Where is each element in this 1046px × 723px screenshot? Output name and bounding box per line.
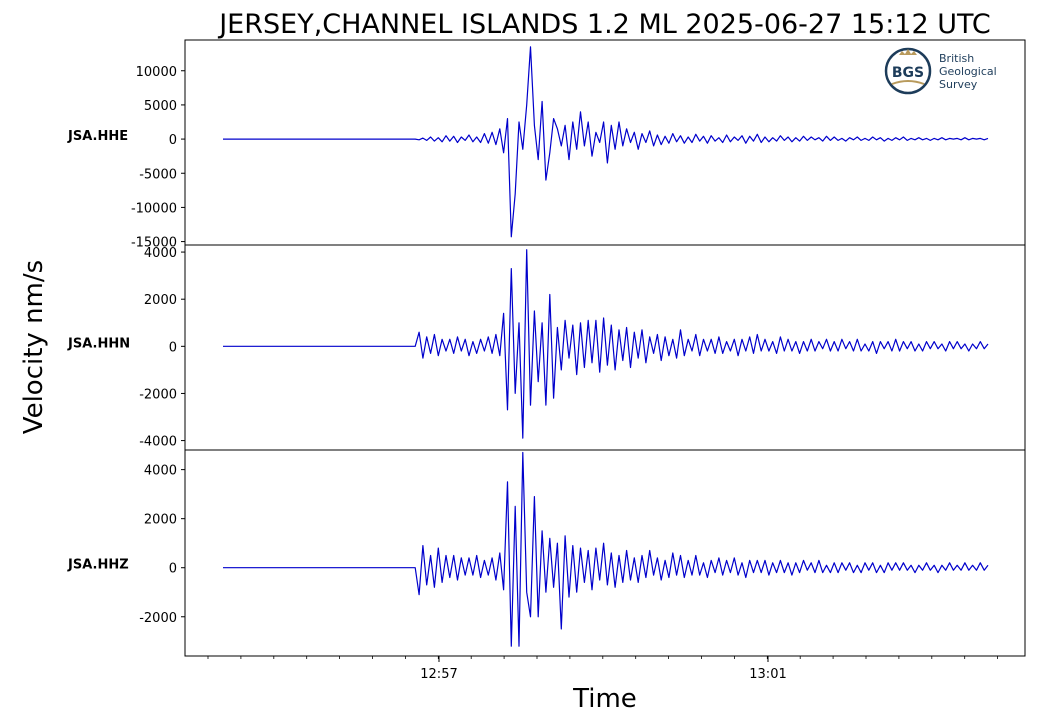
- y-tick-label: -2000: [139, 611, 177, 626]
- y-tick-label: -4000: [139, 435, 177, 450]
- station-label: JSA.HHZ: [67, 558, 129, 573]
- bgs-logo: BGS British Geological Survey: [884, 47, 997, 95]
- logo-text-3: Survey: [939, 78, 978, 91]
- x-axis: 12:57 13:01: [207, 656, 998, 682]
- chart-title: JERSEY,CHANNEL ISLANDS 1.2 ML 2025-06-27…: [217, 9, 991, 40]
- y-tick-label: -15000: [131, 236, 177, 251]
- logo-text-1: British: [939, 52, 974, 65]
- logo-text-2: Geological: [939, 65, 997, 78]
- crown-icon: [899, 49, 917, 55]
- panel-jsa-hhn: 4000 2000 0 -2000 -4000 JSA.HHN: [67, 244, 1026, 451]
- x-axis-label: Time: [572, 684, 637, 714]
- y-tick-label: 0: [169, 562, 177, 577]
- y-tick-label: 2000: [144, 293, 177, 308]
- y-tick-label: 5000: [144, 99, 177, 114]
- station-label: JSA.HHE: [67, 129, 128, 144]
- y-tick-label: -10000: [131, 201, 177, 216]
- y-tick-label: 4000: [144, 464, 177, 479]
- trace-line: [223, 451, 989, 647]
- panel-jsa-hhz: 4000 2000 0 -2000 JSA.HHZ: [67, 449, 1026, 657]
- x-tick-label: 12:57: [420, 667, 457, 682]
- station-label: JSA.HHN: [67, 336, 130, 351]
- y-tick-label: 0: [169, 133, 177, 148]
- y-tick-label: -2000: [139, 387, 177, 402]
- logo-wave: [891, 80, 925, 85]
- panel-jsa-hhe: 10000 5000 0 -5000 -10000 -15000 JSA.HHE: [67, 39, 1026, 251]
- y-tick-label: 2000: [144, 513, 177, 528]
- x-tick-label: 13:01: [749, 667, 786, 682]
- y-tick-label: -5000: [139, 167, 177, 182]
- trace-line: [223, 46, 989, 238]
- trace-line: [223, 249, 989, 439]
- y-tick-label: 10000: [136, 65, 177, 80]
- y-tick-label: 0: [169, 340, 177, 355]
- y-tick-label: 4000: [144, 246, 177, 261]
- logo-mark: BGS: [892, 65, 924, 81]
- panels-group: 10000 5000 0 -5000 -10000 -15000 JSA.HHE 4000 20…: [67, 39, 1026, 657]
- panel-frame: [184, 449, 1026, 657]
- y-axis-label: Velocity nm/s: [19, 260, 49, 434]
